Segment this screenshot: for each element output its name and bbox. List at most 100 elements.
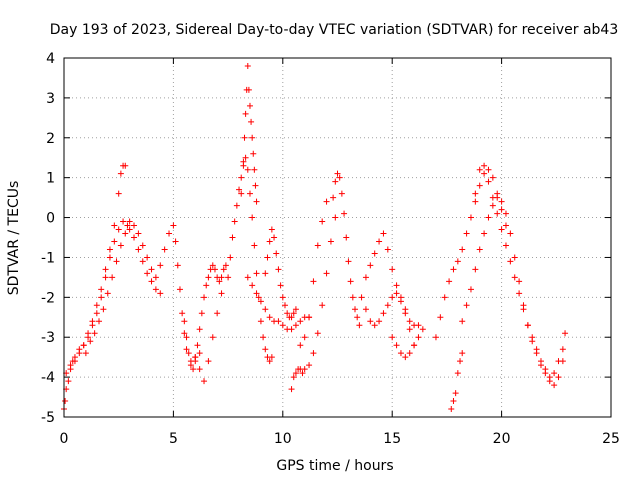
data-point <box>98 294 105 301</box>
data-point <box>502 222 509 229</box>
data-point <box>248 118 255 125</box>
data-point <box>117 170 124 177</box>
y-tick-label: -1 <box>41 250 55 266</box>
y-tick-label: -3 <box>41 330 55 346</box>
data-point <box>242 110 249 117</box>
data-point <box>96 318 103 325</box>
data-point <box>157 262 164 269</box>
series-track-l <box>330 170 363 329</box>
data-point <box>126 218 133 225</box>
data-points <box>61 62 569 413</box>
chart-title: Day 193 of 2023, Sidereal Day-to-day VTE… <box>50 22 619 38</box>
data-point <box>380 310 387 317</box>
data-point <box>343 234 350 241</box>
data-point <box>494 210 501 217</box>
data-point <box>104 290 111 297</box>
data-point <box>533 346 540 353</box>
data-point <box>297 318 304 325</box>
data-point <box>358 294 365 301</box>
data-point <box>144 254 151 261</box>
data-point <box>244 274 251 281</box>
data-point <box>485 166 492 173</box>
data-point <box>452 390 459 397</box>
data-point <box>389 294 396 301</box>
data-point <box>511 254 518 261</box>
data-point <box>152 286 159 293</box>
data-point <box>485 214 492 221</box>
data-point <box>113 258 120 265</box>
data-point <box>201 294 208 301</box>
data-point <box>559 358 566 365</box>
data-point <box>498 226 505 233</box>
data-point <box>310 350 317 357</box>
data-point <box>196 366 203 373</box>
data-point <box>397 350 404 357</box>
x-tick-label: 25 <box>602 431 620 447</box>
x-tick-label: 0 <box>60 431 69 447</box>
y-tick-labels: -5 -4 -3 -2 -1 0 1 2 3 4 <box>41 51 55 426</box>
data-point <box>402 306 409 313</box>
data-point <box>277 282 284 289</box>
data-point <box>336 174 343 181</box>
data-point <box>341 210 348 217</box>
data-point <box>244 166 251 173</box>
data-point <box>187 362 194 369</box>
data-point <box>152 274 159 281</box>
data-point <box>111 238 118 245</box>
data-point <box>251 242 258 249</box>
data-point <box>236 186 243 193</box>
data-point <box>91 330 98 337</box>
data-point <box>481 170 488 177</box>
data-point <box>139 242 146 249</box>
data-point <box>327 238 334 245</box>
data-point <box>102 266 109 273</box>
data-point <box>249 134 256 141</box>
data-point <box>419 326 426 333</box>
data-point <box>255 294 262 301</box>
series-track-f <box>225 154 275 365</box>
data-point <box>245 86 252 93</box>
data-point <box>367 262 374 269</box>
data-point <box>397 294 404 301</box>
data-point <box>273 250 280 257</box>
data-point <box>262 270 269 277</box>
data-point <box>161 246 168 253</box>
data-point <box>349 294 356 301</box>
data-point <box>225 274 232 281</box>
data-point <box>244 62 251 69</box>
data-point <box>205 274 212 281</box>
data-point <box>299 370 306 377</box>
data-point <box>524 322 531 329</box>
data-point <box>489 194 496 201</box>
series-track-r <box>459 194 569 381</box>
data-point <box>415 322 422 329</box>
series-track-s <box>472 162 566 389</box>
data-point <box>459 350 466 357</box>
data-point <box>529 334 536 341</box>
data-point <box>279 322 286 329</box>
data-point <box>393 342 400 349</box>
data-point <box>389 334 396 341</box>
y-tick-label: -4 <box>41 370 55 386</box>
y-tick-label: -5 <box>41 410 55 426</box>
data-point <box>446 278 453 285</box>
data-point <box>376 318 383 325</box>
data-point <box>511 274 518 281</box>
data-point <box>196 326 203 333</box>
data-point <box>65 378 72 385</box>
data-point <box>450 398 457 405</box>
data-point <box>185 350 192 357</box>
data-point <box>306 314 313 321</box>
data-point <box>314 330 321 337</box>
data-point <box>367 318 374 325</box>
data-point <box>170 222 177 229</box>
y-tick-label: -2 <box>41 290 55 306</box>
data-point <box>257 298 264 305</box>
data-point <box>262 306 269 313</box>
data-point <box>516 290 523 297</box>
data-point <box>562 330 569 337</box>
data-point <box>338 190 345 197</box>
data-point <box>281 302 288 309</box>
data-point <box>257 318 264 325</box>
data-point <box>218 290 225 297</box>
